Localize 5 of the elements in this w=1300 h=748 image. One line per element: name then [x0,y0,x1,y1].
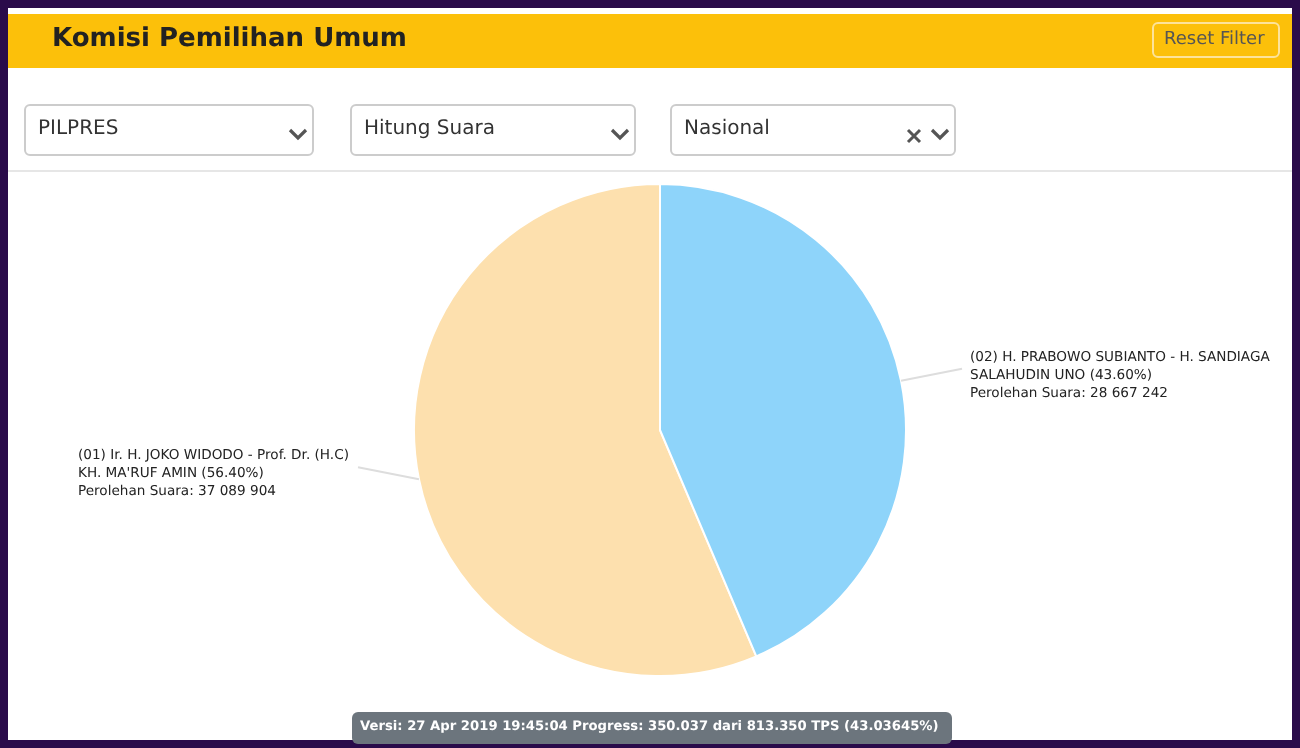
text: Hitung Suara [364,118,495,140]
chart-title: Komisi Pemilihan Umum [52,24,407,54]
text: Reset Filter [1164,30,1265,50]
text: Nasional [684,118,770,140]
text: PILPRES [38,118,119,140]
